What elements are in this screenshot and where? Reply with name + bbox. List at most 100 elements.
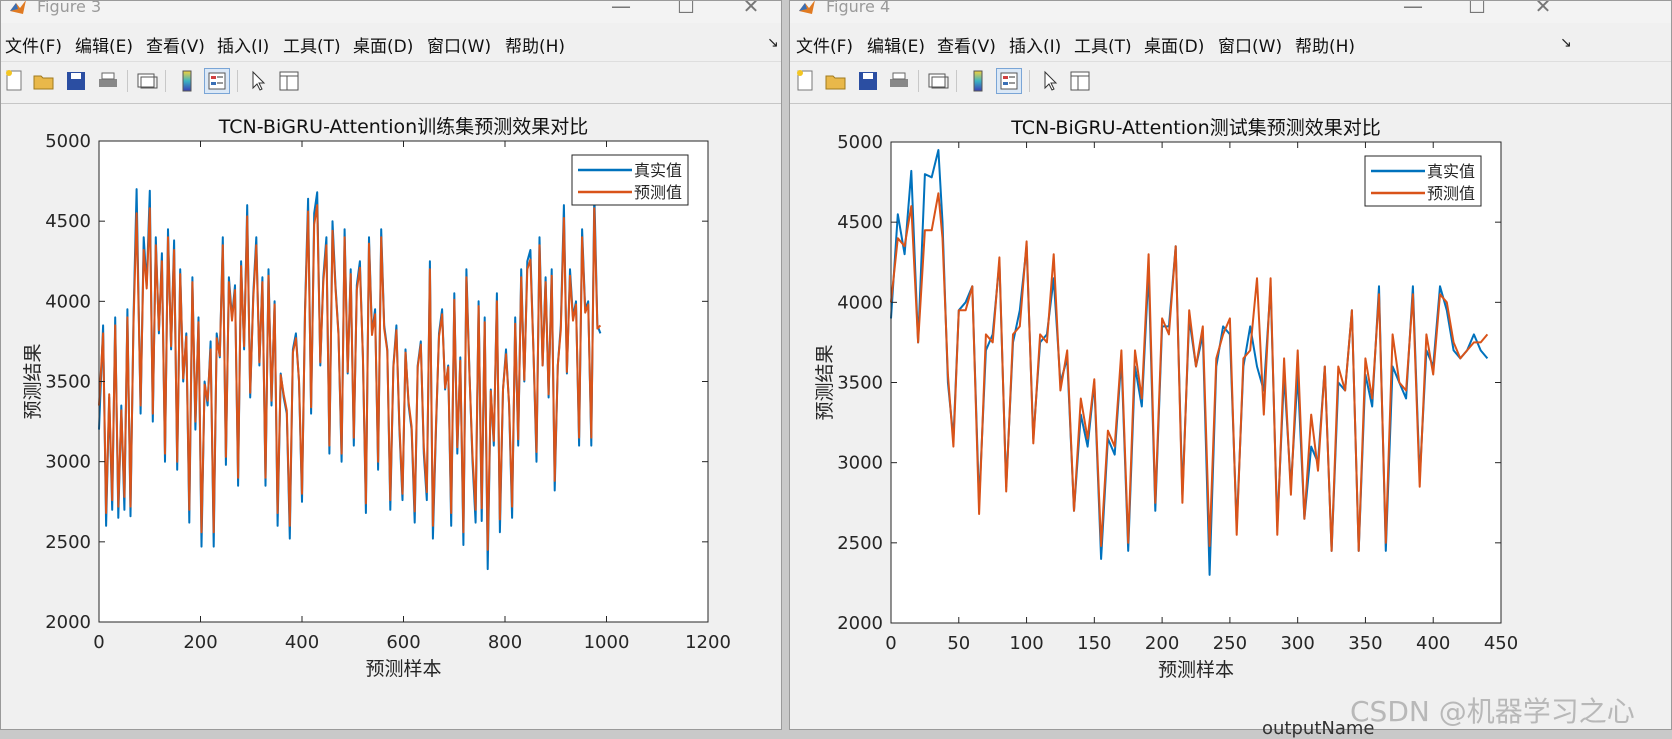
menu-overflow-icon[interactable]: ↘ [767,35,779,51]
open-file-icon[interactable] [31,68,57,94]
menu-insert[interactable]: 插入(I) [217,37,270,57]
x-tick-label: 0 [885,633,896,654]
menu-tools[interactable]: 工具(T) [283,37,341,57]
y-tick-label: 4500 [45,211,91,232]
menu-file[interactable]: 文件(F) [796,37,854,57]
menu-edit[interactable]: 编辑(E) [867,37,926,57]
x-tick-label: 150 [1077,633,1111,654]
x-tick-label: 1000 [584,632,630,653]
toolbar-separator [956,70,957,92]
series-line-predicted [890,192,1489,552]
window-title: Figure 4 [826,0,891,16]
legend-label: 预测值 [1427,184,1475,203]
title-bar[interactable]: Figure 4 — ☐ ✕ [790,1,1671,23]
minimize-button[interactable]: — [611,0,631,18]
x-tick-label: 100 [1009,633,1043,654]
y-tick-label: 2500 [45,532,91,553]
x-tick-label: 1200 [685,632,731,653]
pointer-icon[interactable] [245,68,271,94]
menu-view[interactable]: 查看(V) [146,37,205,57]
figure-window-4: Figure 4 — ☐ ✕ 文件(F) 编辑(E) 查看(V) 插入(I) 工… [789,0,1672,730]
colorbar-icon[interactable] [965,68,991,94]
menu-desktop[interactable]: 桌面(D) [353,37,414,57]
menu-tools[interactable]: 工具(T) [1074,37,1132,57]
menu-edit[interactable]: 编辑(E) [75,37,134,57]
close-button[interactable]: ✕ [742,0,760,18]
figure-area: 0 200 400 600 800 1000 1200 2000 2500 3000 3500 400… [1,103,781,729]
x-tick-label: 400 [285,632,319,653]
menu-desktop[interactable]: 桌面(D) [1144,37,1205,57]
menu-help[interactable]: 帮助(H) [1295,37,1356,57]
new-figure-icon[interactable] [792,68,818,94]
minimize-button[interactable]: — [1403,0,1423,18]
y-axis-label: 预测结果 [22,343,44,419]
chart-title: TCN-BiGRU-Attention训练集预测效果对比 [218,116,588,138]
toolbar-separator [165,70,166,92]
y-tick-label: 3500 [45,372,91,393]
plot-background [891,142,1501,623]
menu-help[interactable]: 帮助(H) [505,37,566,57]
link-plot-icon[interactable] [925,68,951,94]
watermark: CSDN @机器学习之心 [1350,695,1635,728]
menu-window[interactable]: 窗口(W) [427,37,492,57]
link-plot-icon[interactable] [134,68,160,94]
toolbar-separator [1029,70,1030,92]
y-tick-label: 2000 [837,613,883,634]
window-title: Figure 3 [37,0,102,16]
legend-box [571,154,689,206]
menu-bar: 文件(F) 编辑(E) 查看(V) 插入(I) 工具(T) 桌面(D) 窗口(W… [1,29,781,59]
legend-label: 真实值 [634,161,682,180]
toolbar [790,61,1671,102]
print-icon[interactable] [95,68,121,94]
maximize-button[interactable]: ☐ [677,0,695,18]
x-tick-label: 300 [1280,633,1314,654]
maximize-button[interactable]: ☐ [1468,0,1486,18]
legend-icon [1000,72,1018,90]
y-tick-label: 4000 [837,292,883,313]
toolbar-separator [237,70,238,92]
legend-toggle-button[interactable] [996,68,1022,94]
y-tick-label: 2000 [45,612,91,633]
y-axis-label: 预测结果 [814,344,836,420]
legend-box [1364,155,1482,207]
legend-toggle-button[interactable] [204,68,230,94]
save-icon[interactable] [63,68,89,94]
chart-train: 0 200 400 600 800 1000 1200 2000 2500 3000 3500 400… [22,116,731,680]
y-tick-label: 5000 [837,132,883,153]
x-tick-label: 0 [93,632,104,653]
menu-bar: 文件(F) 编辑(E) 查看(V) 插入(I) 工具(T) 桌面(D) 窗口(W… [790,29,1671,59]
chart-title: TCN-BiGRU-Attention测试集预测效果对比 [1010,117,1380,139]
save-icon[interactable] [855,68,881,94]
matlab-logo-icon [799,1,815,14]
x-tick-label: 350 [1348,633,1382,654]
x-tick-label: 450 [1484,633,1518,654]
colorbar-icon[interactable] [174,68,200,94]
chart-test: 0 50 100 150 200 250 300 350 400 450 2000 2500 3000 3… [814,117,1518,681]
y-tick-label: 3000 [837,453,883,474]
close-button[interactable]: ✕ [1534,0,1552,18]
background-label: outputName [1262,718,1375,739]
matlab-logo-icon [10,1,26,14]
y-tick-label: 4500 [837,212,883,233]
legend-label: 真实值 [1427,162,1475,181]
y-tick-label: 5000 [45,131,91,152]
open-file-icon[interactable] [823,68,849,94]
menu-view[interactable]: 查看(V) [937,37,996,57]
x-axis-label: 预测样本 [1158,659,1234,681]
pointer-icon[interactable] [1037,68,1063,94]
series-line-predicted [98,204,602,551]
title-bar[interactable]: Figure 3 — ☐ ✕ [1,1,781,23]
legend-label: 预测值 [634,183,682,202]
y-tick-label: 3500 [837,373,883,394]
print-icon[interactable] [886,68,912,94]
menu-insert[interactable]: 插入(I) [1009,37,1062,57]
menu-file[interactable]: 文件(F) [5,37,63,57]
new-figure-icon[interactable] [1,68,27,94]
x-tick-label: 600 [386,632,420,653]
property-inspector-icon[interactable] [276,68,302,94]
menu-window[interactable]: 窗口(W) [1218,37,1283,57]
menu-overflow-icon[interactable]: ↘ [1560,35,1572,51]
property-inspector-icon[interactable] [1067,68,1093,94]
